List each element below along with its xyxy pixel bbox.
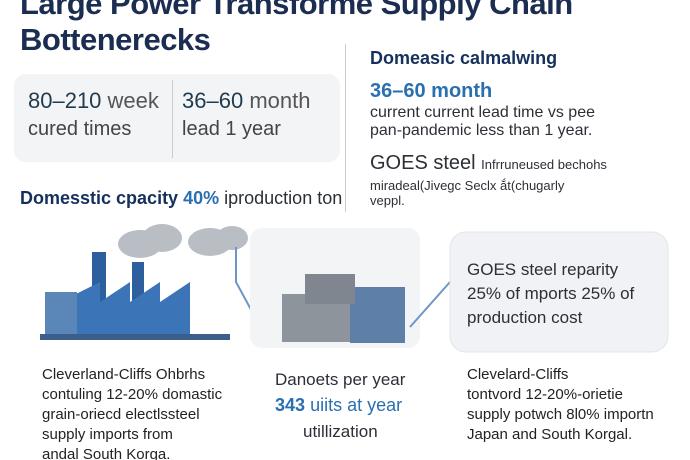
divider: [172, 80, 173, 158]
goes-note: Infrruneused bechohs: [481, 157, 607, 172]
capacity-value: 40%: [183, 188, 220, 208]
stat-unit: week: [107, 88, 159, 113]
capacity: Domesstic cpacity 40% iproduction ton: [20, 188, 342, 209]
side-line: pan-pandemic less than 1 year.: [370, 122, 593, 139]
caption-line: Clevelard-Cliffs: [467, 366, 569, 383]
goes-label: GOES steel: [370, 152, 476, 174]
caption-line: andal South Korga.: [42, 446, 171, 460]
caption: Cleverland-Cliffs Ohbrhs contuling 12-20%…: [42, 365, 222, 460]
capacity-note: iproduction ton: [224, 188, 343, 208]
side-heading: Domeasic calmalwing: [370, 48, 558, 68]
stat-number: 80–210: [28, 88, 102, 113]
caption-line: grain-oriecd electlssteel: [42, 406, 200, 423]
factory: [40, 252, 230, 340]
side-lines: current current lead time vs pee pan-pand…: [370, 104, 595, 140]
goes-line: miradeal(Jivegc Seclx ắt(chugarly: [370, 178, 565, 193]
goes-lines: miradeal(Jivegc Seclx ắt(chugarly veppl.: [370, 178, 564, 208]
side-line: current current lead time vs pee: [370, 104, 595, 121]
title-line1: Large Power Transforme Supply Chain: [20, 0, 573, 21]
caption-line: contuling 12-20% domastic: [42, 386, 223, 403]
stat-right: 36–60 month: [182, 88, 310, 114]
caption-line: supply potwch 8l0% importn: [467, 406, 654, 423]
caption-line: Cleverland-Cliffs Ohbrhs: [42, 366, 206, 383]
container: [282, 274, 405, 343]
illustrations: [40, 224, 669, 353]
bubble-line: 25% of mports 25% of: [467, 284, 635, 303]
goes: GOES steel Infrruneused bechohs: [370, 152, 607, 175]
stat-number: 36–60: [182, 88, 244, 113]
clouds: [118, 224, 248, 258]
units-number: 343: [275, 395, 306, 415]
title-line2: Bottenerecks: [20, 22, 211, 57]
bubble-text: GOES steel reparity 25% of mports 25% of p…: [467, 258, 634, 330]
caption-line: tontvord 12-20%-orietie: [467, 386, 623, 403]
stat-caption: cured times: [28, 118, 132, 140]
bubble-line: production cost: [467, 308, 583, 327]
side-highlight: 36–60 month: [370, 80, 493, 102]
stat-unit: month: [249, 88, 311, 113]
stat-box: [14, 74, 340, 162]
goes-line: veppl.: [370, 193, 405, 208]
divider: [345, 44, 346, 212]
connector: [409, 281, 451, 328]
panel-line: Danoets per year: [275, 370, 406, 389]
bubble-line: GOES steel reparity: [467, 260, 619, 279]
caption-line: supply imports from: [42, 426, 173, 443]
stat-left: 80–210 week: [28, 88, 159, 114]
capacity-label: Domesstic cpacity: [20, 188, 179, 208]
bubble: [449, 231, 669, 353]
units-label: uiits at year: [310, 395, 403, 415]
panel-units: 343 uiits at year: [275, 395, 402, 416]
caption-line: Japan and South Korgal.: [467, 426, 633, 443]
panel-line: utillization: [303, 422, 378, 441]
caption: Clevelard-Cliffs tontvord 12-20%-orietie s…: [467, 365, 654, 445]
stat-caption: lead 1 year: [182, 118, 281, 140]
